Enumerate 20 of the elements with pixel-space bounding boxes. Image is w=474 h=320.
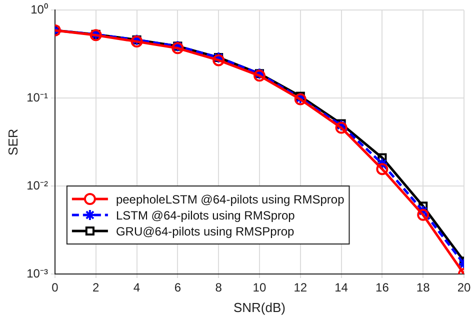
x-tick-label: 12 [294, 280, 308, 295]
y-tick-label: 10⁻³ [26, 266, 48, 280]
y-tick-label: 10⁰ [30, 2, 48, 17]
x-tick-label: 8 [215, 280, 222, 295]
x-tick-label: 14 [334, 280, 348, 295]
x-tick-label: 10 [252, 280, 266, 295]
x-axis-title: SNR(dB) [233, 300, 286, 315]
y-tick-label: 10⁻² [26, 178, 48, 192]
x-tick-label: 20 [457, 280, 471, 295]
y-tick-label: 10⁻¹ [26, 90, 48, 104]
legend-label: LSTM @64-pilots using RMSprop [116, 208, 296, 222]
x-tick-label: 0 [52, 280, 59, 295]
x-tick-label: 16 [376, 280, 390, 295]
legend-label: peepholeLSTM @64-pilots using RMSprop [116, 192, 345, 206]
x-tick-label: 18 [416, 280, 430, 295]
legend-label: GRU@64-pilots using RMSPprop [116, 224, 295, 238]
y-axis-title: SER [5, 128, 20, 156]
x-tick-label: 2 [92, 280, 100, 295]
x-tick-label: 6 [174, 280, 182, 295]
x-tick-label: 4 [133, 280, 140, 295]
